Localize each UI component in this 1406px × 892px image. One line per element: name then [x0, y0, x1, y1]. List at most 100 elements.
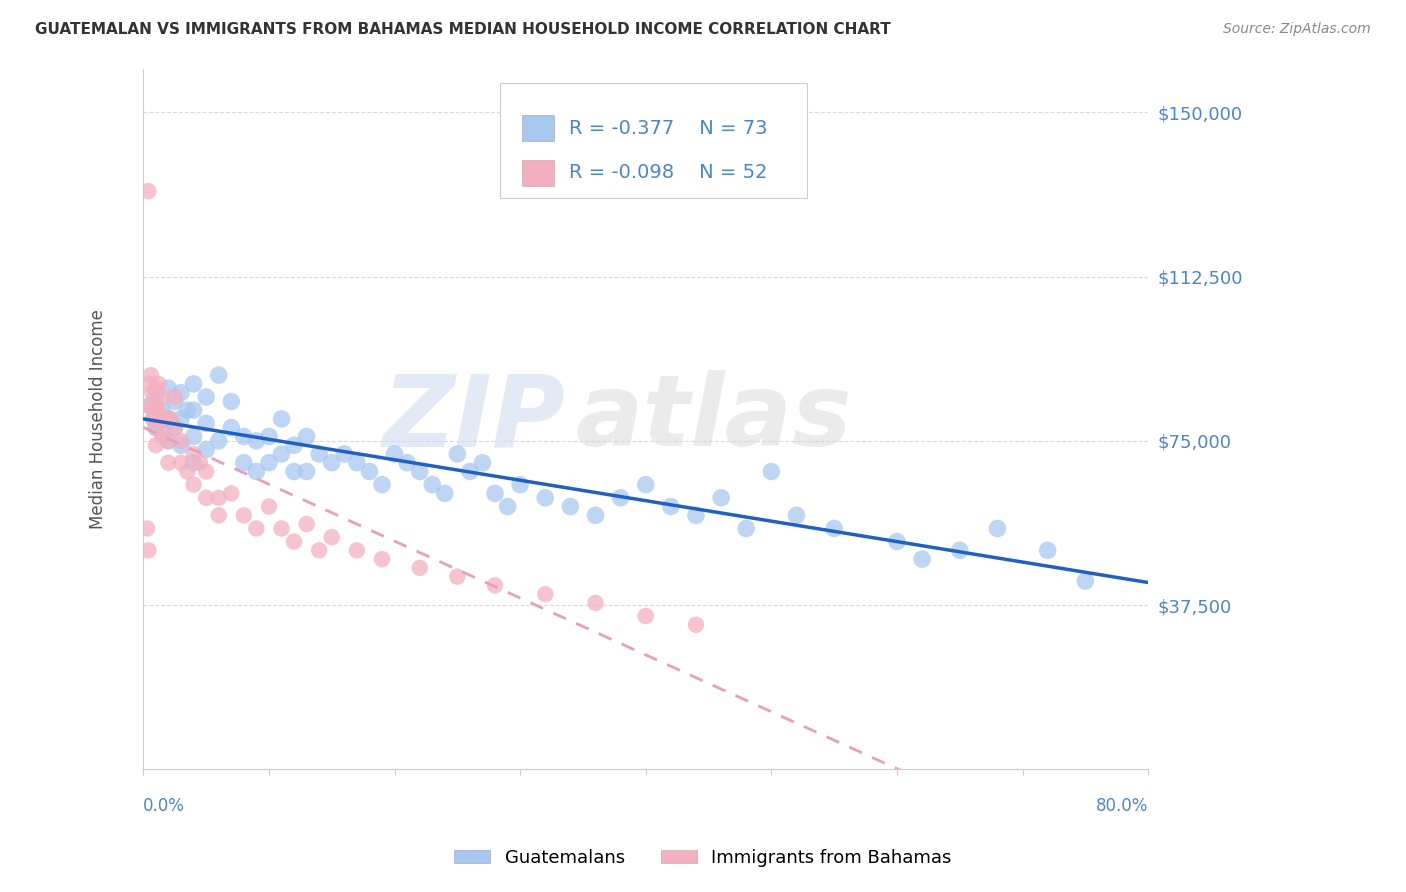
Point — [685, 508, 707, 523]
Point — [219, 486, 242, 500]
Point — [163, 394, 186, 409]
Point — [183, 376, 205, 391]
Point — [150, 390, 173, 404]
Point — [170, 412, 193, 426]
Point — [138, 543, 160, 558]
Point — [396, 456, 419, 470]
Point — [195, 442, 218, 457]
Point — [208, 434, 231, 448]
Point — [148, 403, 170, 417]
Text: Source: ZipAtlas.com: Source: ZipAtlas.com — [1223, 22, 1371, 37]
Point — [219, 420, 242, 434]
Point — [145, 420, 167, 434]
Point — [371, 477, 394, 491]
Point — [148, 376, 170, 391]
Point — [333, 447, 356, 461]
Point — [245, 521, 267, 535]
Point — [283, 438, 305, 452]
Point — [408, 465, 430, 479]
Point — [1074, 574, 1097, 588]
Point — [346, 543, 368, 558]
Point — [295, 465, 318, 479]
Point — [139, 368, 162, 383]
Point — [408, 561, 430, 575]
Text: Median Household Income: Median Household Income — [89, 309, 107, 529]
Point — [170, 456, 193, 470]
Point — [183, 477, 205, 491]
Point — [183, 456, 205, 470]
Point — [496, 500, 519, 514]
Point — [163, 390, 186, 404]
Point — [145, 420, 167, 434]
Point — [270, 447, 292, 461]
Point — [295, 517, 318, 532]
Point — [232, 429, 254, 443]
Point — [155, 412, 177, 426]
Point — [823, 521, 845, 535]
FancyBboxPatch shape — [522, 160, 554, 186]
Text: 80.0%: 80.0% — [1095, 797, 1149, 815]
Point — [911, 552, 934, 566]
Point — [761, 465, 783, 479]
Point — [986, 521, 1008, 535]
Point — [634, 477, 657, 491]
Point — [270, 521, 292, 535]
Point — [195, 465, 218, 479]
Point — [949, 543, 972, 558]
Legend: Guatemalans, Immigrants from Bahamas: Guatemalans, Immigrants from Bahamas — [447, 842, 959, 874]
Point — [142, 403, 165, 417]
Text: atlas: atlas — [575, 370, 852, 467]
Point — [1036, 543, 1059, 558]
Point — [359, 465, 381, 479]
Point — [384, 447, 406, 461]
Point — [484, 578, 506, 592]
Point — [886, 534, 908, 549]
Point — [170, 385, 193, 400]
Point — [145, 399, 167, 413]
Point — [163, 420, 186, 434]
Point — [446, 569, 468, 583]
Point — [659, 500, 682, 514]
Point — [257, 429, 280, 443]
Point — [176, 403, 198, 417]
Point — [321, 456, 343, 470]
Point — [534, 587, 557, 601]
Point — [208, 508, 231, 523]
Text: R = -0.098    N = 52: R = -0.098 N = 52 — [569, 163, 768, 182]
Point — [150, 403, 173, 417]
Point — [308, 543, 330, 558]
Point — [208, 368, 231, 383]
Point — [245, 434, 267, 448]
Point — [145, 390, 167, 404]
Point — [136, 521, 159, 535]
Point — [257, 500, 280, 514]
Point — [534, 491, 557, 505]
Point — [143, 412, 166, 426]
Point — [270, 412, 292, 426]
Point — [710, 491, 733, 505]
FancyBboxPatch shape — [501, 83, 807, 198]
Point — [195, 417, 218, 431]
Point — [176, 465, 198, 479]
Point — [560, 500, 582, 514]
Point — [138, 399, 160, 413]
Point — [346, 456, 368, 470]
Point — [446, 447, 468, 461]
Point — [785, 508, 807, 523]
Point — [433, 486, 456, 500]
Point — [150, 412, 173, 426]
Point — [283, 465, 305, 479]
Point — [145, 381, 167, 395]
Point — [585, 596, 607, 610]
Point — [157, 434, 180, 448]
Point — [138, 376, 160, 391]
Point — [321, 530, 343, 544]
Point — [142, 412, 165, 426]
Point — [163, 420, 186, 434]
Point — [170, 438, 193, 452]
Point — [245, 465, 267, 479]
Point — [157, 434, 180, 448]
Point — [735, 521, 758, 535]
Point — [157, 412, 180, 426]
Point — [471, 456, 494, 470]
